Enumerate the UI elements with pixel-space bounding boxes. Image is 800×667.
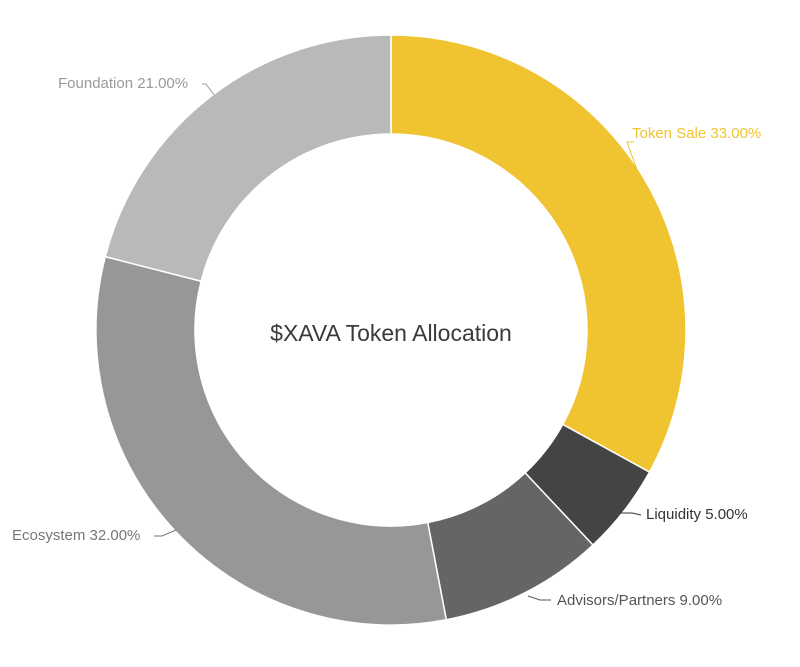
slice-3 bbox=[95, 255, 448, 626]
slice-0 bbox=[390, 34, 687, 474]
slice-label-1: Liquidity 5.00% bbox=[646, 506, 748, 523]
chart-title: $XAVA Token Allocation bbox=[270, 320, 512, 346]
leader-line-3 bbox=[154, 529, 177, 537]
slice-4 bbox=[104, 34, 392, 283]
leader-lines-layer bbox=[154, 83, 642, 601]
leader-line-1 bbox=[620, 512, 642, 516]
slice-label-2: Advisors/Partners 9.00% bbox=[557, 592, 722, 609]
slice-label-4: Foundation 21.00% bbox=[58, 75, 188, 92]
slice-label-3: Ecosystem 32.00% bbox=[12, 527, 140, 544]
leader-line-2 bbox=[527, 595, 551, 601]
leader-line-4 bbox=[202, 83, 215, 96]
slices-layer bbox=[95, 34, 687, 626]
slice-label-0: Token Sale 33.00% bbox=[632, 125, 761, 142]
leader-line-0 bbox=[626, 141, 641, 179]
slice-labels-layer: Token Sale 33.00% Liquidity 5.00% Advisors… bbox=[12, 75, 761, 609]
